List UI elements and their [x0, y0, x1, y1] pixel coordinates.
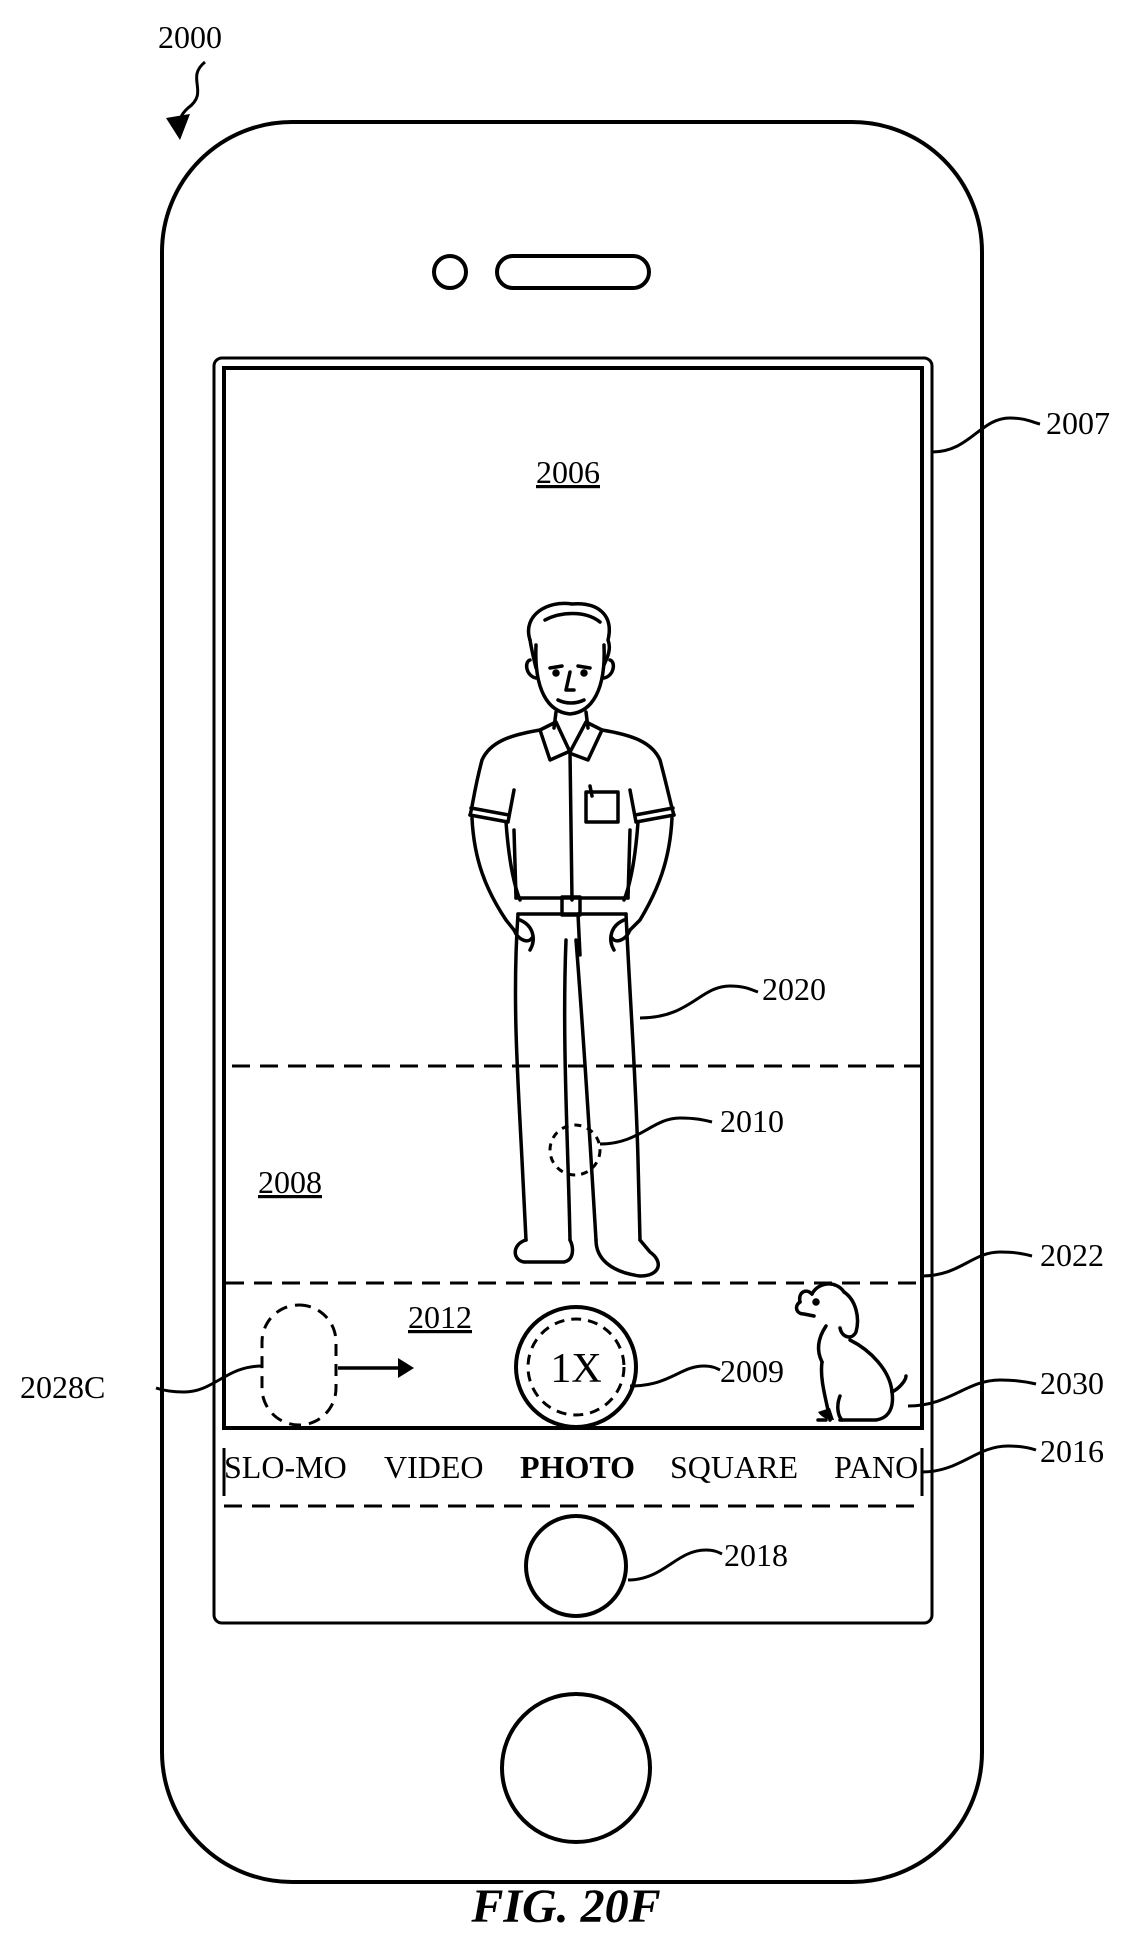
dog-icon [797, 1284, 906, 1420]
pet-ref-label: 2030 [1040, 1365, 1104, 1401]
mode-square[interactable]: SQUARE [670, 1449, 798, 1485]
pet-ref-leader [908, 1380, 1036, 1406]
modes-ref-leader [922, 1446, 1036, 1472]
focus-ref-label: 2010 [720, 1103, 784, 1139]
boundary-ref-label: 2022 [1040, 1237, 1104, 1273]
device-ref-arrowhead [166, 114, 190, 140]
affordance-ref-leader [156, 1366, 262, 1392]
region-middle-label: 2008 [258, 1164, 322, 1200]
display-ref-label: 2007 [1046, 405, 1110, 441]
phone-body [162, 122, 982, 1882]
front-camera-icon [434, 256, 466, 288]
region-bottom-label: 2012 [408, 1299, 472, 1335]
focus-ref-leader [600, 1118, 712, 1144]
mode-slo-mo[interactable]: SLO-MO [224, 1449, 347, 1485]
shutter-ref-label: 2018 [724, 1537, 788, 1573]
affordance-ref-label: 2028C [20, 1369, 105, 1405]
shutter-ref-leader [628, 1550, 722, 1580]
subject-ref-label: 2020 [762, 971, 826, 1007]
zoom-ref-label: 2009 [720, 1353, 784, 1389]
display-ref-leader [932, 418, 1040, 452]
modes-ref-label: 2016 [1040, 1433, 1104, 1469]
mode-video[interactable]: VIDEO [384, 1449, 484, 1485]
zoom-ref-leader [630, 1366, 720, 1386]
shutter-button[interactable] [526, 1516, 626, 1616]
zoom-control-label[interactable]: 1X [550, 1346, 601, 1392]
home-button[interactable] [502, 1694, 650, 1842]
dog-paw [818, 1408, 834, 1420]
mode-photo[interactable]: PHOTO [520, 1449, 635, 1485]
speaker-grille [497, 256, 649, 288]
figure-caption: FIG. 20F [470, 1880, 660, 1933]
mode-pano[interactable]: PANO [834, 1449, 918, 1485]
boundary-ref-leader [922, 1252, 1032, 1276]
region-top-label: 2006 [536, 454, 600, 490]
subject-ref-leader [640, 986, 758, 1018]
focus-indicator [550, 1125, 600, 1175]
affordance-region[interactable] [262, 1305, 336, 1425]
device-ref-label: 2000 [158, 19, 222, 55]
affordance-arrowhead [398, 1358, 414, 1378]
